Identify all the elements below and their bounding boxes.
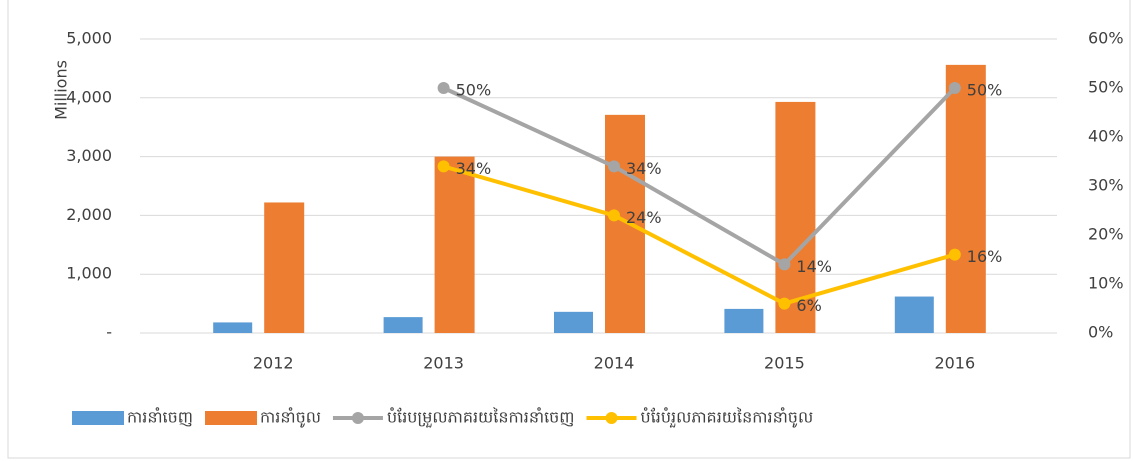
- bar: [605, 114, 645, 334]
- bar: [894, 296, 934, 333]
- chart-frame: [7, 0, 1131, 459]
- y2-tick-label: 0%: [1088, 323, 1113, 342]
- line-marker: [437, 160, 450, 173]
- legend-label: ការនាំចេញ: [127, 407, 193, 427]
- line: [442, 86, 957, 267]
- x-tick-label: 2016: [934, 354, 975, 373]
- line-marker: [608, 160, 620, 173]
- data-label: 6%: [796, 296, 821, 315]
- legend-swatch: [205, 411, 258, 425]
- y-tick-label: 3,000: [66, 146, 112, 165]
- legend-label: បំរែបម្រួលភាគរយនៃការនាំចេញ: [387, 407, 575, 429]
- y2-tick-label: 50%: [1088, 78, 1124, 97]
- data-label: 50%: [967, 81, 1003, 100]
- line-marker: [948, 82, 961, 94]
- y-tick-label: 5,000: [66, 29, 112, 48]
- y-tick-label: 2,000: [66, 205, 112, 224]
- legend-swatch-marker: [605, 412, 618, 424]
- x-tick-label: 2014: [594, 354, 635, 373]
- x-tick-label: 2012: [253, 354, 294, 373]
- y2-tick-label: 10%: [1088, 274, 1124, 293]
- legend-swatch-marker: [351, 412, 364, 424]
- y2-tick-label: 20%: [1088, 225, 1124, 244]
- data-label: 16%: [967, 247, 1003, 266]
- data-label: 34%: [456, 159, 492, 178]
- y2-tick-label: 40%: [1088, 127, 1124, 146]
- y-axis-label: Millions: [52, 60, 71, 120]
- bar: [264, 202, 305, 333]
- bar: [775, 101, 816, 333]
- bar: [383, 317, 423, 333]
- legend-label: បំរែបំរួលភាគរយនៃការនាំចូល: [641, 407, 814, 429]
- y2-tick-label: 60%: [1088, 29, 1124, 48]
- data-label: 24%: [626, 208, 662, 227]
- line-marker: [778, 297, 791, 310]
- line-marker: [948, 248, 961, 261]
- legend-label: ការនាំចូល: [260, 407, 321, 429]
- legend-swatch: [72, 411, 124, 425]
- data-label: 34%: [626, 159, 662, 178]
- bar: [724, 308, 764, 333]
- line-marker: [608, 209, 620, 222]
- y-tick-label: -: [106, 323, 112, 342]
- line-marker: [437, 82, 450, 94]
- y-tick-label: 4,000: [66, 87, 112, 106]
- bar: [554, 311, 593, 333]
- bar: [434, 156, 475, 333]
- data-label: 14%: [796, 257, 832, 276]
- x-tick-label: 2013: [423, 354, 464, 373]
- x-tick-label: 2015: [764, 354, 805, 373]
- y2-tick-label: 30%: [1088, 176, 1124, 195]
- bar: [945, 64, 986, 333]
- bar: [213, 322, 253, 333]
- line-marker: [778, 258, 791, 271]
- data-label: 50%: [456, 81, 492, 100]
- y-tick-label: 1,000: [66, 264, 112, 283]
- line: [443, 164, 956, 306]
